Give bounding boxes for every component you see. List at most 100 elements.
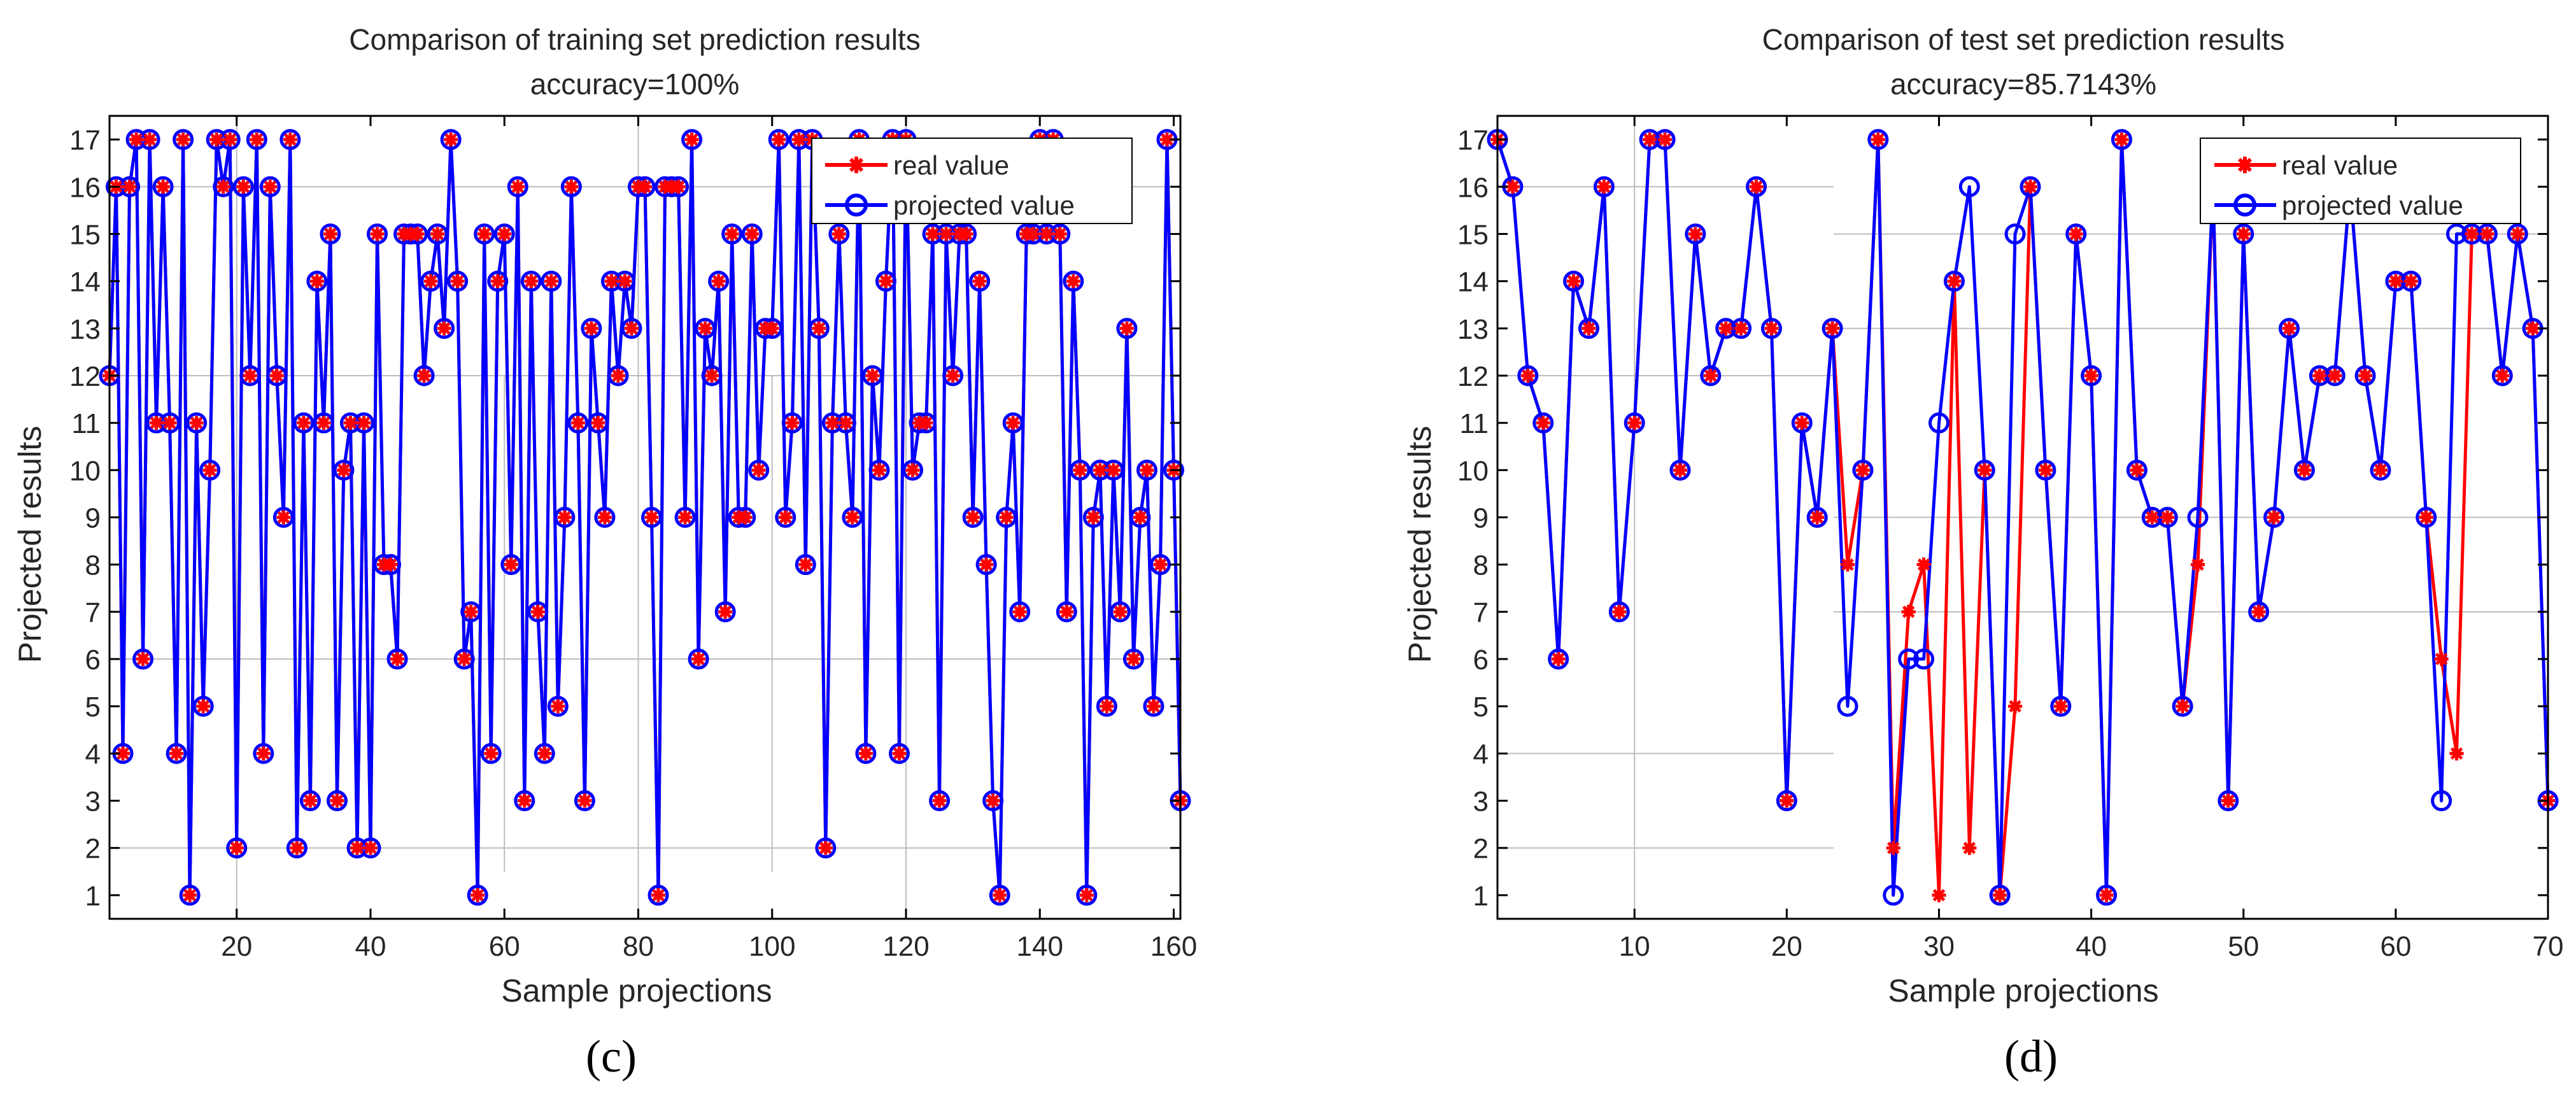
training-real-value-point [122, 180, 137, 194]
training-real-value-point [229, 840, 244, 855]
training-real-value-point [250, 132, 264, 147]
training-projected-value-point [560, 176, 582, 197]
training-real-value-point [116, 746, 131, 761]
training-projected-value-point [507, 176, 528, 197]
test-real-value-point [2145, 510, 2160, 525]
training-y-tick-label: 13 [69, 314, 101, 345]
test-real-value-point [2312, 368, 2327, 383]
training-projected-value-point [621, 318, 642, 339]
training-projected-value-point [447, 271, 469, 292]
test-real-value-point [1551, 652, 1566, 667]
training-projected-value-point [1002, 412, 1024, 434]
training-projected-value-point [1069, 459, 1091, 481]
training-real-value-point [530, 604, 545, 619]
test-legend-projected-marker [2233, 194, 2256, 216]
test-real-value-point [1947, 274, 1962, 288]
training-y-tick-label: 15 [69, 219, 101, 250]
training-projected-value-point [534, 742, 555, 764]
test-real-value-point [2388, 274, 2403, 288]
training-real-value-point [303, 793, 318, 808]
training-projected-value-point [1096, 695, 1117, 717]
training-real-value-point [932, 793, 947, 808]
test-projected-value-point [2172, 695, 2193, 717]
test-real-value-point [1901, 604, 1916, 619]
test-y-tick-label: 3 [1473, 786, 1489, 818]
training-real-value-point [256, 746, 271, 761]
training-projected-value-point [173, 129, 194, 150]
training-real-value-point [1073, 463, 1087, 478]
training-projected-value-point [996, 507, 1017, 528]
test-projected-value-point [1791, 412, 1813, 434]
training-real-value-point [993, 888, 1007, 902]
test-projected-value-point [1517, 365, 1539, 386]
training-y-axis-label: Projected results [12, 426, 48, 663]
training-real-value-point [551, 699, 565, 714]
training-projected-value-point [969, 271, 991, 292]
training-y-tick-label: 2 [85, 833, 101, 865]
training-y-tick-label: 14 [69, 267, 101, 298]
training-real-value-point [1106, 463, 1121, 478]
test-projected-value-point [2491, 365, 2513, 386]
training-real-value-point [979, 557, 994, 572]
training-real-value-point [1133, 510, 1147, 525]
training-real-value-point [858, 746, 873, 761]
training-projected-value-point [326, 790, 348, 812]
training-projected-value-point [808, 318, 830, 339]
training-real-value-point [363, 840, 378, 855]
training-projected-value-point [1063, 271, 1084, 292]
training-projected-value-point [1122, 648, 1144, 670]
test-real-value-point [2251, 604, 2266, 619]
training-projected-value-point [989, 884, 1010, 906]
training-real-value-point [1126, 652, 1141, 667]
test-projected-value-point [1685, 223, 1706, 245]
training-real-value-point [390, 652, 405, 667]
training-y-tick-label: 10 [69, 455, 101, 486]
training-projected-value-point [714, 601, 736, 623]
test-y-tick-label: 17 [1457, 125, 1489, 156]
training-projected-value-point [413, 365, 435, 386]
test-real-value-point [1978, 463, 1992, 478]
test-real-value-point [1505, 180, 1520, 194]
training-projected-value-point [246, 129, 267, 150]
training-projected-value-point [688, 648, 709, 670]
training-real-value-point [611, 368, 625, 383]
training-projected-value-point [514, 790, 535, 812]
test-projected-value-point [1852, 459, 1874, 481]
test-projected-value-point [1593, 176, 1615, 197]
training-projected-value-point [855, 742, 877, 764]
test-projected-value-point [1700, 365, 1722, 386]
test-real-value-point [2282, 321, 2296, 336]
test-y-axis-label: Projected results [1402, 426, 1438, 663]
test-projected-value-point [1822, 318, 1843, 339]
training-real-value-point [966, 510, 980, 525]
training-projected-value-point [815, 837, 837, 859]
training-y-tick-label: 3 [85, 786, 101, 818]
training-real-value-point [1052, 227, 1067, 241]
test-projected-value-point [2233, 223, 2254, 245]
training-legend: real value projected value [811, 138, 1133, 224]
training-projected-value-point [440, 129, 462, 150]
test-real-value-point [2114, 132, 2129, 147]
test-projected-value-point [1989, 884, 2011, 906]
training-real-value-point [283, 132, 297, 147]
test-real-value-point [2403, 274, 2418, 288]
training-x-axis-label: Sample projections [501, 973, 772, 1009]
training-real-value-point [678, 510, 693, 525]
training-projected-value-point [272, 507, 294, 528]
training-projected-value-point [213, 176, 234, 197]
training-real-value-point [1153, 557, 1168, 572]
test-real-value-point [2495, 368, 2510, 383]
training-x-tick-label: 60 [489, 931, 520, 962]
training-real-value-point [939, 227, 954, 241]
test-real-value-point [1825, 321, 1840, 336]
training-x-tick-label: 160 [1150, 931, 1197, 962]
training-real-value-point [484, 746, 499, 761]
test-real-value-point [2510, 227, 2525, 241]
training-real-value-point [798, 557, 813, 572]
training-projected-value-point [888, 742, 910, 764]
test-real-value-point [1734, 321, 1748, 336]
training-projected-value-point [875, 271, 896, 292]
training-real-value-point [423, 274, 438, 288]
training-real-value-point [1059, 604, 1074, 619]
